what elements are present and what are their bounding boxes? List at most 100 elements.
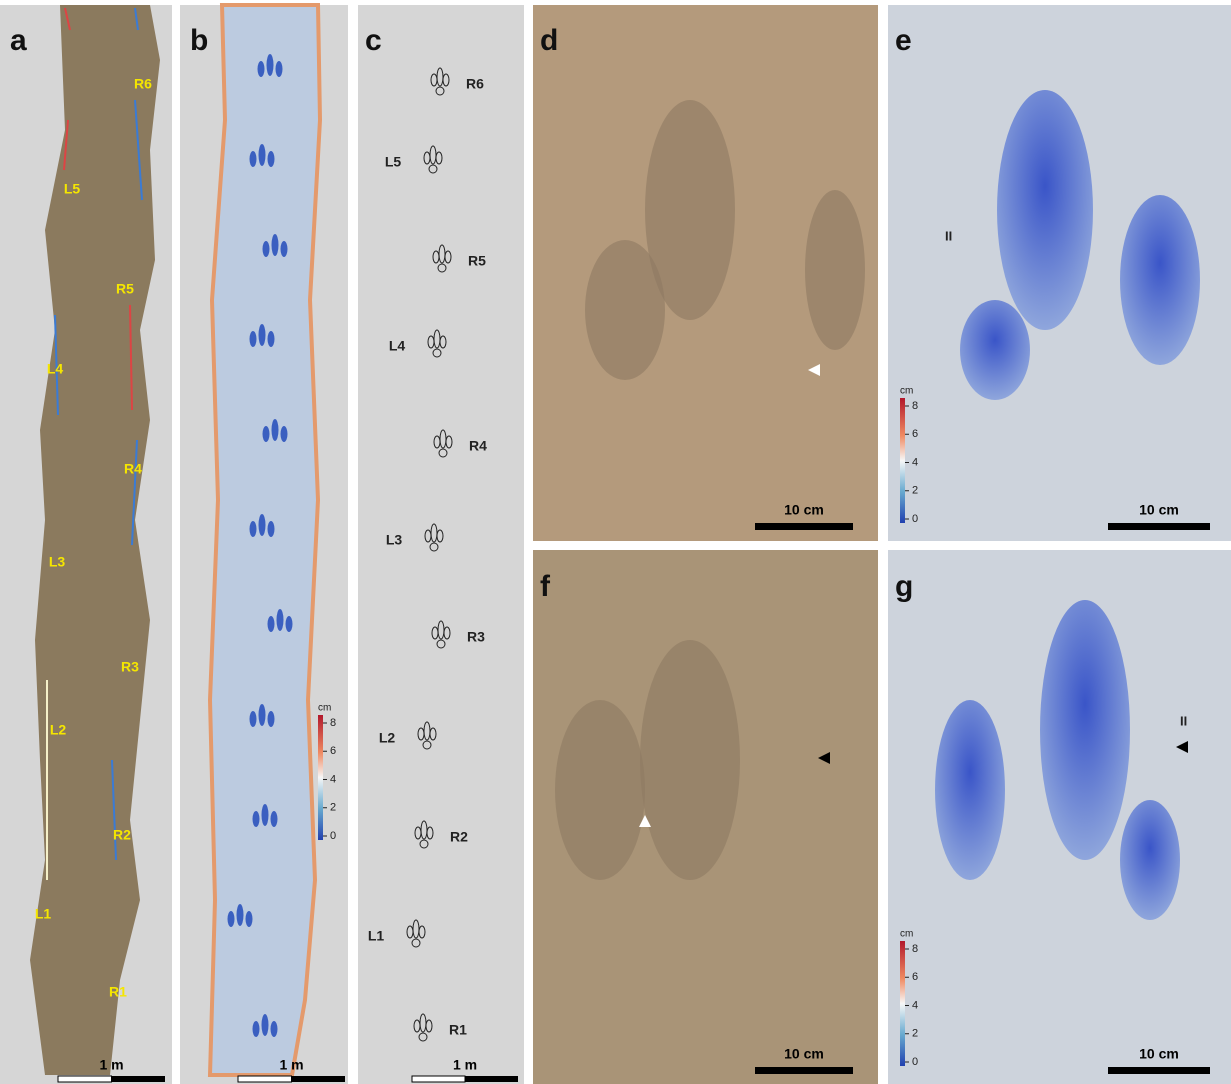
track-label: R2 [113, 827, 131, 843]
footprint-depression [250, 711, 257, 727]
track-label: R1 [109, 984, 127, 1000]
track-photo-depression [585, 240, 665, 380]
scale-bar-black [292, 1076, 346, 1082]
colorbar-tick-label: 0 [330, 830, 336, 842]
track-label: R6 [466, 76, 484, 92]
track-label: R6 [134, 76, 152, 92]
colorbar-tick-label: 8 [912, 943, 918, 955]
footprint-depression [250, 151, 257, 167]
track-label: L5 [64, 181, 81, 197]
panel-letter: e [895, 24, 912, 57]
track-label: R3 [467, 629, 485, 645]
panel-letter: f [540, 570, 551, 603]
scale-bar-label: 1 m [279, 1057, 303, 1073]
panel-letter: b [190, 24, 208, 57]
footprint-depression [246, 911, 253, 927]
scale-bar-label: 10 cm [1139, 502, 1179, 518]
footprint-depression [250, 331, 257, 347]
scale-bar-black [112, 1076, 166, 1082]
scale-bar-label: 1 m [453, 1057, 477, 1073]
track-label: R5 [116, 281, 134, 297]
footprint-depression [259, 514, 266, 536]
footprint-depression [263, 426, 270, 442]
footprint-depression [286, 616, 293, 632]
track-label: R4 [469, 438, 487, 454]
track-label: L1 [368, 928, 385, 944]
footprint-depression [271, 1021, 278, 1037]
footprint-depression [259, 704, 266, 726]
track-label: L5 [385, 154, 402, 170]
footprint-depression [281, 241, 288, 257]
footprint-depth [960, 300, 1030, 400]
footprint-depression [263, 241, 270, 257]
track-photo-depression [555, 700, 645, 880]
footprint-depression [277, 609, 284, 631]
colorbar-tick-label: 2 [912, 1028, 918, 1040]
scale-bar-label: 10 cm [784, 1046, 824, 1062]
scale-bar-white [412, 1076, 465, 1082]
colorbar-tick-label: 4 [912, 456, 918, 468]
colorbar-tick-label: 2 [330, 802, 336, 814]
footprint-depth [935, 700, 1005, 880]
track-label: R4 [124, 461, 142, 477]
footprint-depression [267, 54, 274, 76]
scale-bar [1108, 1067, 1210, 1074]
scale-bar-white [238, 1076, 292, 1082]
scale-bar-black [465, 1076, 518, 1082]
dem-strip [210, 5, 320, 1075]
colorbar-tick-label: 4 [912, 999, 918, 1011]
figure: a R6 L5 R5 L4 R4 L3 R3 L2 R2 L1 R1 1 m b 1 m cm 8 6 4 2 0 c R6… [0, 0, 1231, 1084]
digit-label: II [945, 228, 952, 243]
colorbar-tick-label: 0 [912, 1056, 918, 1068]
colorbar [318, 715, 323, 840]
scale-bar [755, 1067, 853, 1074]
track-label: R5 [468, 253, 486, 269]
footprint-depression [268, 711, 275, 727]
footprint-depression [262, 1014, 269, 1036]
footprint-depression [272, 234, 279, 256]
colorbar-unit: cm [900, 386, 913, 397]
colorbar-tick-label: 8 [330, 717, 336, 729]
footprint-depression [268, 151, 275, 167]
colorbar-unit: cm [900, 929, 913, 940]
colorbar-tick-label: 4 [330, 773, 336, 785]
footprint-depression [281, 426, 288, 442]
footprint-depth [1120, 800, 1180, 920]
colorbar-tick-label: 0 [912, 513, 918, 525]
colorbar-tick-label: 8 [912, 400, 918, 412]
footprint-depression [250, 521, 257, 537]
panel-background [358, 5, 524, 1084]
footprint-depth [1120, 195, 1200, 365]
footprint-depression [259, 324, 266, 346]
colorbar-tick-label: 6 [912, 428, 918, 440]
footprint-depth [1040, 600, 1130, 860]
digit-label: II [1180, 713, 1187, 728]
track-label: L3 [386, 532, 403, 548]
scale-bar-label: 10 cm [784, 502, 824, 518]
footprint-depression [253, 1021, 260, 1037]
footprint-depression [253, 811, 260, 827]
panel-letter: d [540, 24, 558, 57]
track-label: R3 [121, 659, 139, 675]
footprint-depression [271, 811, 278, 827]
panel-letter: a [10, 24, 27, 57]
scale-bar-white [58, 1076, 112, 1082]
track-label: L3 [49, 554, 66, 570]
track-label: L2 [50, 722, 67, 738]
footprint-depression [272, 419, 279, 441]
footprint-depression [262, 804, 269, 826]
track-label: L1 [35, 906, 52, 922]
colorbar-unit: cm [318, 703, 331, 714]
colorbar [900, 398, 905, 523]
panel-letter: g [895, 570, 913, 603]
track-label: L4 [47, 361, 64, 377]
colorbar-tick-label: 6 [912, 971, 918, 983]
footprint-depression [276, 61, 283, 77]
colorbar-tick-label: 6 [330, 745, 336, 757]
footprint-depression [268, 331, 275, 347]
scale-bar-label: 10 cm [1139, 1046, 1179, 1062]
panel-letter: c [365, 24, 382, 57]
footprint-depth [997, 90, 1093, 330]
footprint-depression [258, 61, 265, 77]
footprint-depression [259, 144, 266, 166]
